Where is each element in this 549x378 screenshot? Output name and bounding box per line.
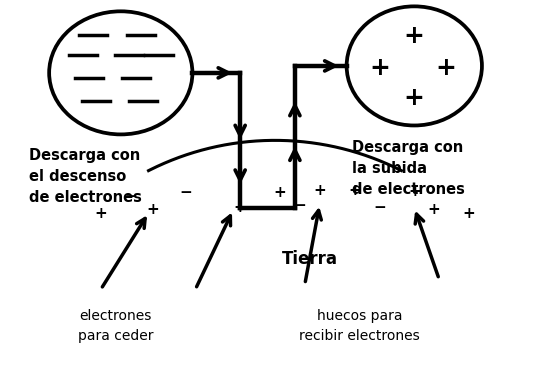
Text: +: + <box>436 56 457 80</box>
Text: +: + <box>234 200 247 215</box>
Ellipse shape <box>49 11 192 135</box>
Text: huecos para
recibir electrones: huecos para recibir electrones <box>299 309 420 342</box>
Text: +: + <box>348 183 361 198</box>
Ellipse shape <box>346 6 482 125</box>
Text: +: + <box>404 24 425 48</box>
Text: Descarga con
la subida
de electrones: Descarga con la subida de electrones <box>351 140 464 197</box>
Text: +: + <box>428 202 440 217</box>
Text: +: + <box>94 206 107 221</box>
Text: Tierra: Tierra <box>282 249 338 268</box>
Text: electrones
para ceder: electrones para ceder <box>78 309 154 342</box>
Text: +: + <box>404 86 425 110</box>
Text: −: − <box>125 189 137 204</box>
Text: −: − <box>179 186 192 200</box>
Text: −: − <box>373 200 386 215</box>
Text: +: + <box>369 56 390 80</box>
Text: +: + <box>313 183 326 198</box>
Text: +: + <box>146 202 159 217</box>
Text: +: + <box>463 206 475 221</box>
Text: +: + <box>273 186 287 200</box>
Text: Descarga con
el descenso
de electrones: Descarga con el descenso de electrones <box>29 148 142 205</box>
Text: −: − <box>294 198 306 213</box>
Text: +: + <box>408 184 421 200</box>
